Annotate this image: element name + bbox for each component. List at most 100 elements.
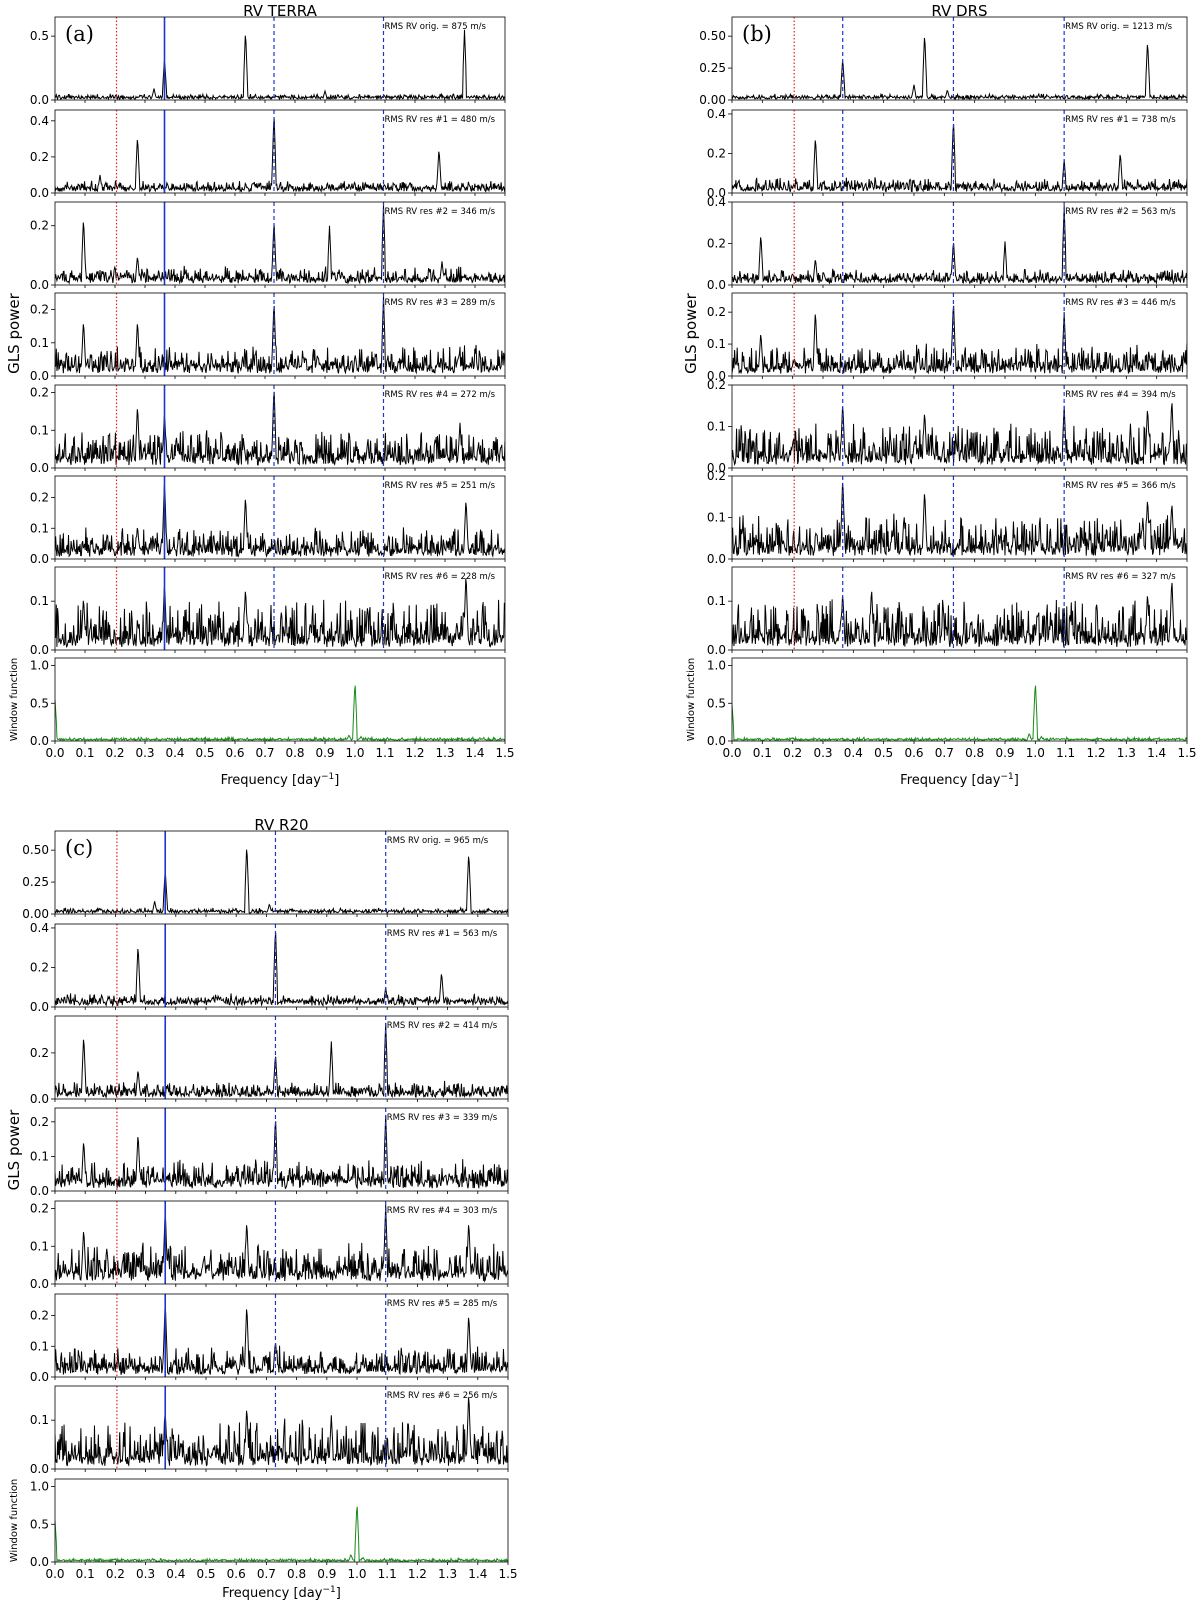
x-tick-label: 0.4 bbox=[166, 1567, 185, 1581]
y-tick-label: 0.2 bbox=[30, 386, 49, 400]
panel-letter: (b) bbox=[742, 22, 772, 46]
y-tick-label: 0.0 bbox=[30, 278, 49, 292]
gls-power-series bbox=[55, 578, 505, 648]
panel-letter: (a) bbox=[65, 22, 94, 46]
y-tick-label: 0.1 bbox=[30, 1339, 49, 1353]
periodogram-subplot-5: 0.0 0.1 0.2 RMS RV res #5 = 285 m/s bbox=[30, 1293, 509, 1384]
periodogram-subplot-3: 0.0 0.1 0.2 RMS RV res #3 = 446 m/s bbox=[707, 292, 1188, 383]
x-tick-label: 1.0 bbox=[345, 746, 364, 760]
window-function-ylabel: Window function bbox=[686, 658, 697, 741]
rms-label: RMS RV res #2 = 563 m/s bbox=[1065, 207, 1176, 217]
y-tick-label: 0.1 bbox=[707, 511, 726, 525]
x-tick-label: 0.5 bbox=[195, 746, 214, 760]
x-tick-label: 0.8 bbox=[965, 746, 984, 760]
chart-panel-1: RV DRS 0.00 0.25 0.50 RMS RV orig. = 1213 m/… bbox=[682, 2, 1197, 788]
x-tick-label: 0.9 bbox=[995, 746, 1014, 760]
y-tick-label: 0.0 bbox=[707, 734, 726, 748]
y-tick-label: 1.0 bbox=[30, 1480, 49, 1494]
x-axis-label-exponent: −1 bbox=[1000, 772, 1013, 782]
gls-power-ylabel: GLS power bbox=[682, 292, 700, 373]
y-tick-label: 0.1 bbox=[707, 337, 726, 351]
x-axis-label-close: ] bbox=[334, 773, 339, 788]
periodogram-subplot-5: 0.0 0.1 0.2 RMS RV res #5 = 251 m/s bbox=[30, 475, 506, 566]
gls-power-series bbox=[55, 932, 508, 1007]
chart-title: RV R20 bbox=[254, 816, 308, 834]
x-tick-label: 1.5 bbox=[495, 746, 514, 760]
y-tick-label: 0.1 bbox=[707, 594, 726, 608]
x-axis-label-close: ] bbox=[1014, 773, 1019, 788]
rms-label: RMS RV res #3 = 289 m/s bbox=[385, 298, 496, 308]
gls-power-series bbox=[55, 118, 505, 193]
y-tick-label: 0.0 bbox=[707, 278, 726, 292]
subplot-frame bbox=[54, 566, 506, 651]
x-tick-label: 1.3 bbox=[1117, 746, 1136, 760]
x-tick-label: 0.0 bbox=[45, 1567, 64, 1581]
y-tick-label: 0.2 bbox=[30, 1309, 49, 1323]
x-tick-label: 1.2 bbox=[405, 746, 424, 760]
x-tick-label: 0.1 bbox=[75, 746, 94, 760]
x-tick-label: 0.6 bbox=[227, 1567, 246, 1581]
x-tick-label: 1.1 bbox=[378, 1567, 397, 1581]
x-tick-label: 0.9 bbox=[315, 746, 334, 760]
x-tick-label: 0.7 bbox=[257, 1567, 276, 1581]
window-function-ylabel: Window function bbox=[9, 1479, 20, 1562]
periodogram-subplot-0: 0.00 0.25 0.50 RMS RV orig. = 965 m/s (c) bbox=[22, 830, 509, 921]
window-function-subplot: 0.0 0.5 1.0 Window function 0.0 0.1 0.2 0.3 0.4 0… bbox=[686, 657, 1197, 760]
y-tick-label: 0.0 bbox=[30, 1184, 49, 1198]
subplot-frame bbox=[54, 16, 506, 101]
x-tick-label: 1.2 bbox=[408, 1567, 427, 1581]
y-tick-label: 0.2 bbox=[30, 150, 49, 164]
y-tick-label: 0.25 bbox=[699, 61, 726, 75]
subplot-frame bbox=[54, 657, 506, 742]
y-tick-label: 0.50 bbox=[22, 843, 49, 857]
rms-label: RMS RV res #1 = 480 m/s bbox=[385, 115, 496, 125]
subplot-frame bbox=[54, 201, 506, 286]
x-tick-label: 0.4 bbox=[165, 746, 184, 760]
chart-panel-2: RV R20 0.00 0.25 0.50 RMS RV orig. = 965 m/s… bbox=[5, 816, 518, 1600]
y-tick-label: 0.0 bbox=[30, 1462, 49, 1476]
y-tick-label: 0.2 bbox=[30, 1115, 49, 1129]
y-tick-label: 0.5 bbox=[30, 1517, 49, 1531]
x-axis-label-exponent: −1 bbox=[321, 772, 334, 782]
periodogram-subplot-1: 0.0 0.2 0.4 RMS RV res #1 = 738 m/s bbox=[707, 107, 1188, 200]
y-tick-label: 0.0 bbox=[30, 643, 49, 657]
periodogram-subplot-0: 0.00 0.25 0.50 RMS RV orig. = 1213 m/s (b) bbox=[699, 16, 1188, 107]
y-tick-label: 0.0 bbox=[30, 186, 49, 200]
gls-power-series bbox=[55, 296, 505, 375]
y-tick-label: 0.2 bbox=[707, 237, 726, 251]
rms-label: RMS RV orig. = 1213 m/s bbox=[1065, 22, 1172, 32]
rms-label: RMS RV res #5 = 285 m/s bbox=[387, 1299, 498, 1309]
x-tick-label: 0.2 bbox=[106, 1567, 125, 1581]
subplot-frame bbox=[54, 830, 509, 915]
y-tick-label: 0.2 bbox=[30, 303, 49, 317]
x-tick-label: 1.1 bbox=[375, 746, 394, 760]
y-tick-label: 0.00 bbox=[22, 907, 49, 921]
x-tick-label: 0.0 bbox=[45, 746, 64, 760]
gls-power-ylabel: GLS power bbox=[5, 1109, 23, 1190]
x-tick-label: 0.1 bbox=[753, 746, 772, 760]
subplot-frame bbox=[54, 475, 506, 560]
x-tick-label: 1.0 bbox=[347, 1567, 366, 1581]
chart-title: RV DRS bbox=[931, 2, 987, 20]
panel-letter: (c) bbox=[65, 836, 93, 860]
window-function-subplot: 0.0 0.5 1.0 Window function 0.0 0.1 0.2 0.3 0.4 0… bbox=[9, 657, 515, 760]
y-tick-label: 0.4 bbox=[30, 921, 49, 935]
periodogram-subplot-2: 0.0 0.2 RMS RV res #2 = 346 m/s bbox=[30, 201, 506, 292]
rms-label: RMS RV res #5 = 251 m/s bbox=[385, 481, 496, 491]
x-axis-label: Frequency [day−1] bbox=[222, 1585, 341, 1600]
y-tick-label: 0.2 bbox=[707, 378, 726, 392]
y-tick-label: 0.4 bbox=[707, 107, 726, 121]
y-tick-label: 0.1 bbox=[30, 521, 49, 535]
periodogram-subplot-3: 0.0 0.1 0.2 RMS RV res #3 = 339 m/s bbox=[30, 1107, 509, 1198]
rms-label: RMS RV res #4 = 272 m/s bbox=[385, 390, 496, 400]
periodogram-subplot-3: 0.0 0.1 0.2 RMS RV res #3 = 289 m/s bbox=[30, 292, 506, 383]
y-tick-label: 0.1 bbox=[30, 1413, 49, 1427]
window-function-ylabel: Window function bbox=[9, 658, 20, 741]
y-tick-label: 0.4 bbox=[707, 195, 726, 209]
rms-label: RMS RV res #4 = 394 m/s bbox=[1065, 390, 1176, 400]
y-tick-label: 0.5 bbox=[30, 696, 49, 710]
y-tick-label: 0.0 bbox=[707, 461, 726, 475]
x-tick-label: 0.8 bbox=[287, 1567, 306, 1581]
gls-power-series bbox=[55, 29, 505, 100]
y-tick-label: 0.0 bbox=[30, 369, 49, 383]
